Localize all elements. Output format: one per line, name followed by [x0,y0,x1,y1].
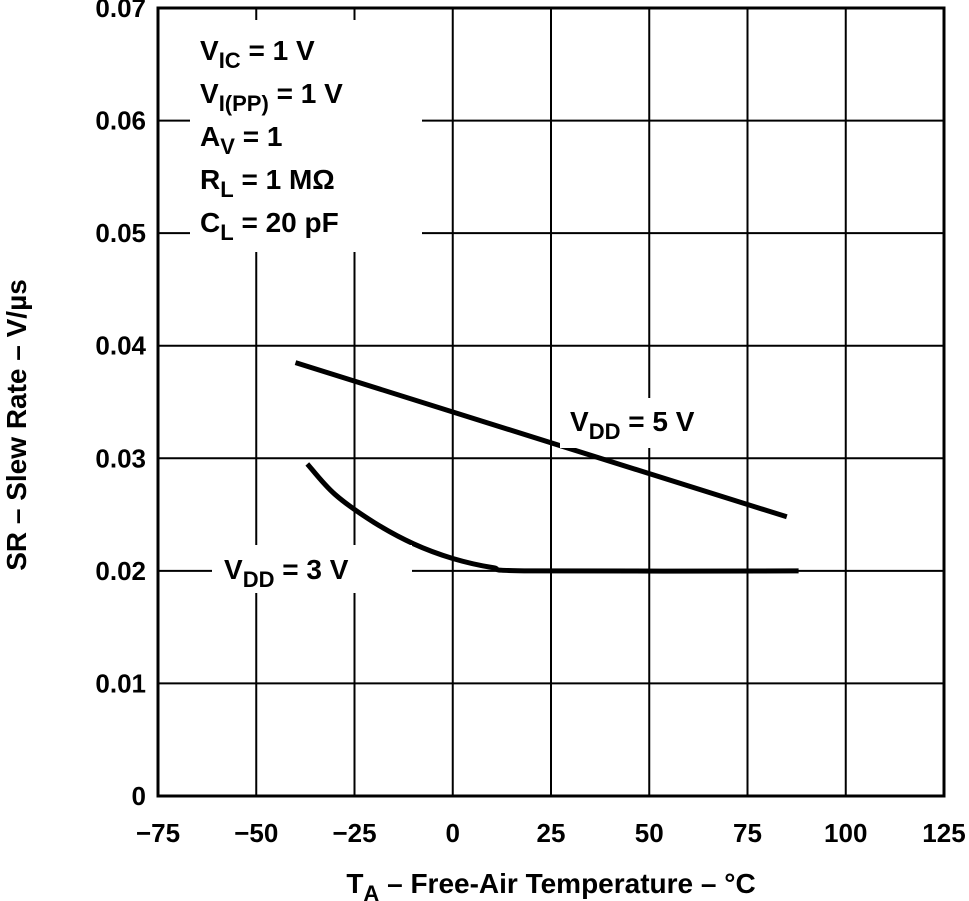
conditions-box [190,20,422,252]
condition-av: AV = 1 [200,121,282,159]
series-line-vdd3 [305,462,799,574]
vdd3-label-mask [212,545,412,593]
test-conditions: VIC = 1 V VI(PP) = 1 V AV = 1 RL = 1 MΩ … [200,35,343,245]
x-tick-label: −75 [136,818,180,848]
x-tick-labels: −75 −50 −25 0 25 50 75 100 125 [136,818,966,848]
y-tick-label: 0.06 [95,106,146,136]
y-axis-label: SR – Slew Rate – V/µs [1,279,32,571]
x-tick-label: 25 [537,818,566,848]
x-tick-label: 75 [733,818,762,848]
y-tick-label: 0.03 [95,443,146,473]
series-line-vdd5 [294,360,788,520]
x-tick-label: 50 [635,818,664,848]
x-tick-label: 125 [922,818,965,848]
vdd5-label-mask [560,398,740,448]
condition-cl: CL = 20 pF [200,207,339,245]
condition-vic: VIC = 1 V [200,35,315,73]
condition-rl: RL = 1 MΩ [200,164,335,202]
y-tick-labels: 0 0.01 0.02 0.03 0.04 0.05 0.06 0.07 [95,0,146,811]
x-tick-label: −50 [234,818,278,848]
plot-frame [156,6,946,798]
y-tick-label: 0.04 [95,331,146,361]
x-tick-label: −25 [332,818,376,848]
y-tick-label: 0.07 [95,0,146,23]
y-tick-label: 0.02 [95,556,146,586]
y-tick-label: 0.05 [95,218,146,248]
series-layer [294,360,799,574]
x-tick-label: 0 [446,818,460,848]
x-tick-label: 100 [824,818,867,848]
x-axis-label: TA – Free-Air Temperature – °C [346,868,755,901]
y-tick-label: 0.01 [95,668,146,698]
series-label-vdd5: VDD = 5 V [570,406,695,444]
y-tick-label: 0 [132,781,146,811]
condition-vipp: VI(PP) = 1 V [200,78,343,116]
series-label-vdd3: VDD = 3 V [224,554,349,592]
